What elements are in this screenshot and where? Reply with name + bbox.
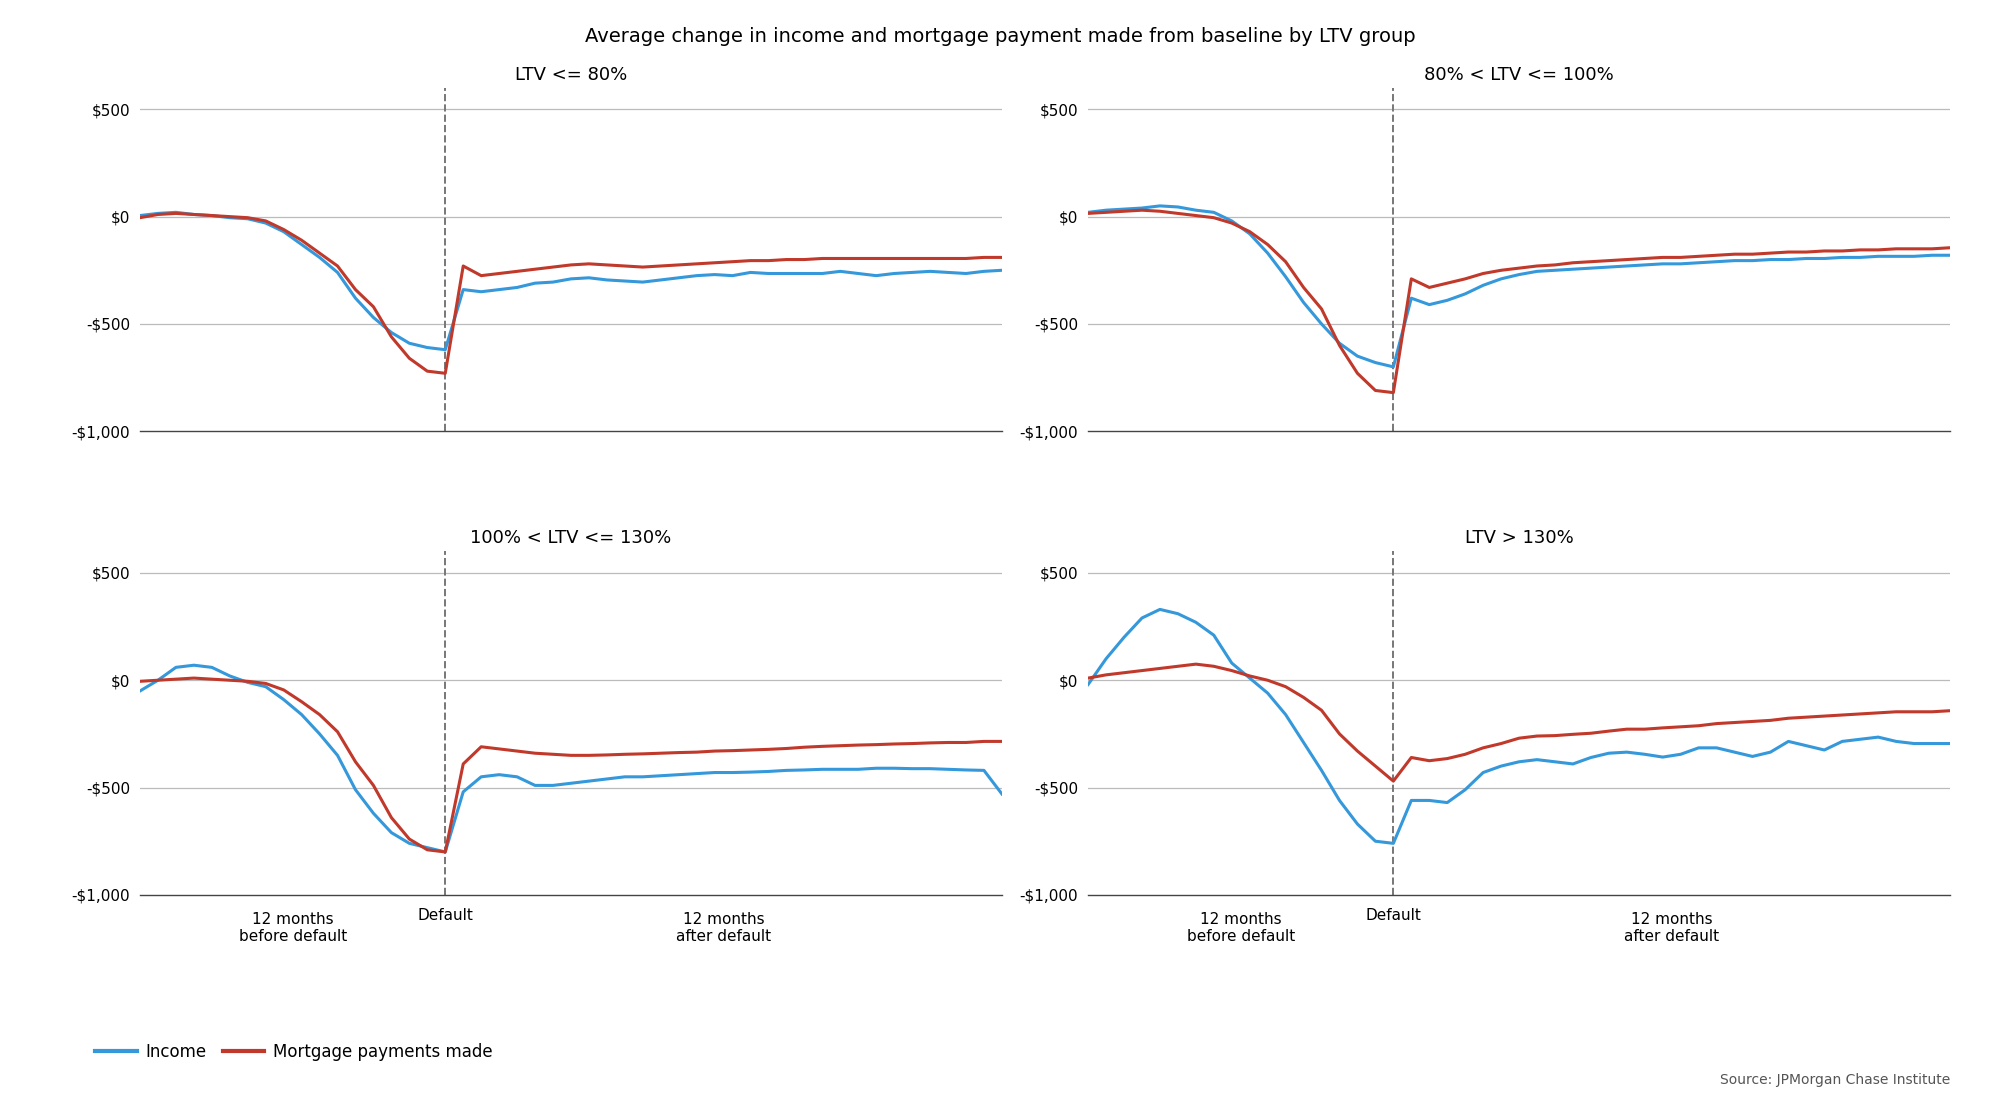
Title: 80% < LTV <= 100%: 80% < LTV <= 100% <box>1424 66 1614 83</box>
Text: 12 months
after default: 12 months after default <box>676 912 772 944</box>
Text: Source: JPMorgan Chase Institute: Source: JPMorgan Chase Institute <box>1720 1073 1950 1087</box>
Text: Default: Default <box>1366 908 1422 922</box>
Text: Average change in income and mortgage payment made from baseline by LTV group: Average change in income and mortgage pa… <box>584 27 1416 46</box>
Title: LTV > 130%: LTV > 130% <box>1464 529 1574 547</box>
Text: 12 months
after default: 12 months after default <box>1624 912 1720 944</box>
Text: 12 months
before default: 12 months before default <box>1186 912 1294 944</box>
Text: Default: Default <box>418 908 474 922</box>
Title: 100% < LTV <= 130%: 100% < LTV <= 130% <box>470 529 672 547</box>
Title: LTV <= 80%: LTV <= 80% <box>514 66 628 83</box>
Text: 12 months
before default: 12 months before default <box>238 912 346 944</box>
Legend: Income, Mortgage payments made: Income, Mortgage payments made <box>88 1037 500 1067</box>
